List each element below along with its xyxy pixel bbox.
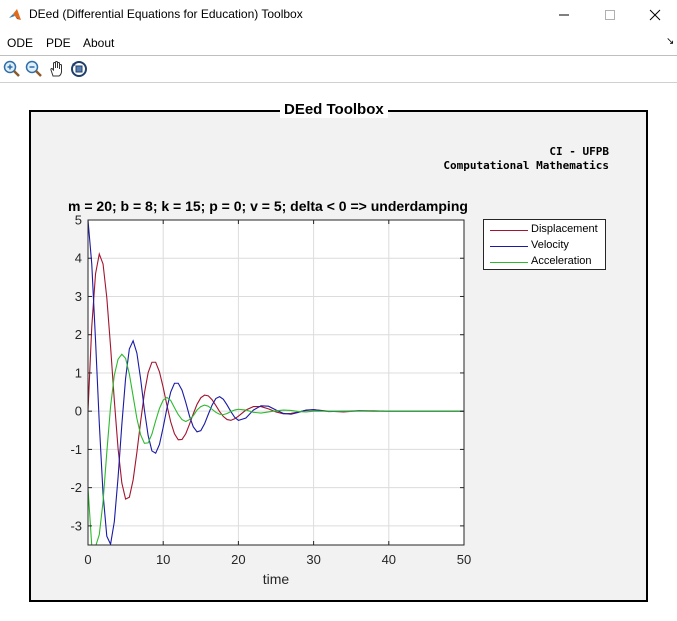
minimize-icon xyxy=(559,14,569,16)
menu-ode[interactable]: ODE xyxy=(7,36,34,50)
pan-button[interactable] xyxy=(47,59,67,79)
legend-swatch-displacement xyxy=(490,230,528,231)
toolbar xyxy=(0,56,677,82)
legend-label-acceleration: Acceleration xyxy=(531,255,592,267)
close-button[interactable] xyxy=(632,0,677,30)
legend-item-velocity: Velocity xyxy=(484,238,605,254)
zoom-in-button[interactable] xyxy=(2,59,22,79)
chart-legend[interactable]: Displacement Velocity Acceleration xyxy=(483,219,606,270)
zoom-out-button[interactable] xyxy=(24,59,44,79)
title-bar: DEed (Differential Equations for Educati… xyxy=(0,0,677,31)
maximize-button[interactable] xyxy=(587,0,633,30)
pan-hand-icon xyxy=(50,61,62,77)
close-icon xyxy=(649,9,661,21)
legend-label-displacement: Displacement xyxy=(531,223,598,235)
menu-pde[interactable]: PDE xyxy=(46,36,71,50)
minimize-button[interactable] xyxy=(541,0,587,30)
credit-institution: CI - UFPB xyxy=(549,145,609,158)
rotate-3d-icon xyxy=(71,61,87,77)
plot-title: m = 20; b = 8; k = 15; p = 0; v = 5; del… xyxy=(68,198,468,214)
matlab-app-icon xyxy=(9,9,21,20)
legend-swatch-velocity xyxy=(490,246,528,247)
legend-label-velocity: Velocity xyxy=(531,239,569,251)
panel-title: DEed Toolbox xyxy=(280,101,388,118)
menu-about[interactable]: About xyxy=(83,36,115,50)
zoom-out-icon xyxy=(25,60,42,77)
toolbar-separator xyxy=(0,82,677,83)
legend-item-acceleration: Acceleration xyxy=(484,254,605,270)
zoom-in-icon xyxy=(3,60,20,77)
menu-overflow-icon[interactable]: ↘ xyxy=(666,36,675,47)
legend-item-displacement: Displacement xyxy=(484,222,605,238)
window-title: DEed (Differential Equations for Educati… xyxy=(29,7,303,21)
rotate-button[interactable] xyxy=(69,59,89,79)
credit-department: Computational Mathematics xyxy=(443,159,609,172)
legend-swatch-acceleration xyxy=(490,262,528,263)
toolbox-panel xyxy=(29,110,648,602)
menu-bar: ODE PDE About xyxy=(0,31,677,55)
maximize-icon xyxy=(605,10,615,20)
menu-separator xyxy=(0,55,677,56)
